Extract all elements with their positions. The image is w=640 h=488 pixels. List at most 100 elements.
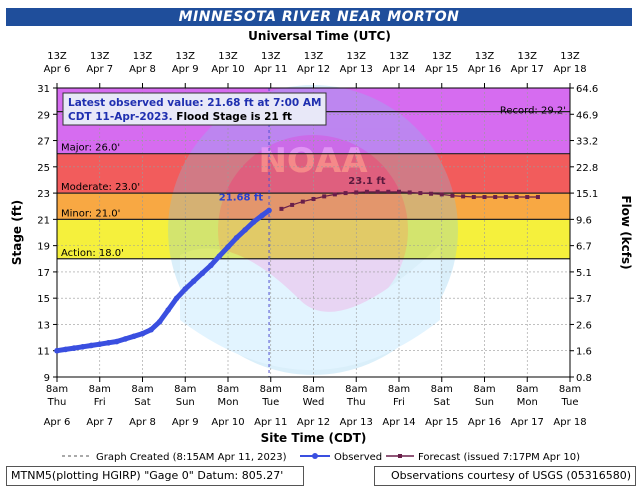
forecast-point xyxy=(418,191,423,196)
top-tick-label: 13Z xyxy=(133,51,153,62)
y-tick-label: 15 xyxy=(37,294,50,305)
bottom-tick-time: 8am xyxy=(388,384,410,395)
right-tick-label: 2.6 xyxy=(576,320,592,331)
top-axis-title: Universal Time (UTC) xyxy=(248,29,391,43)
info-line-2: CDT 11-Apr-2023. Flood Stage is 21 ft xyxy=(68,111,292,123)
bottom-tick-date: Apr 14 xyxy=(382,417,415,428)
bottom-tick-date: Apr 8 xyxy=(129,417,156,428)
observed-point xyxy=(156,319,163,325)
bottom-tick-date: Apr 16 xyxy=(468,417,501,428)
observed-point xyxy=(225,244,231,250)
top-tick-label: Apr 16 xyxy=(468,64,501,75)
top-tick-label: 13Z xyxy=(175,51,195,62)
bottom-tick-day: Sun xyxy=(176,397,195,408)
forecast-point xyxy=(503,195,508,200)
top-tick-label: Apr 13 xyxy=(340,64,373,75)
observed-point xyxy=(173,295,180,301)
bottom-tick-time: 8am xyxy=(302,384,324,395)
right-tick-label: 22.8 xyxy=(576,163,598,174)
right-tick-label: 33.2 xyxy=(576,137,598,148)
observed-point xyxy=(148,326,154,333)
right-tick-label: 1.6 xyxy=(576,347,592,358)
right-tick-label: 6.7 xyxy=(576,242,592,253)
bottom-tick-date: Apr 15 xyxy=(425,417,458,428)
chart-axes: Universal Time (UTC) 13Z Apr 6 13Z Apr 7 13Z A… xyxy=(10,29,633,445)
forecast-point xyxy=(375,189,380,194)
top-tick-label: Apr 12 xyxy=(297,64,330,75)
right-tick-label: 46.9 xyxy=(576,110,598,121)
threshold-lines: Major: 26.0' Moderate: 23.0' Minor: 21.0' A… xyxy=(57,88,570,377)
top-tick-label: 13Z xyxy=(346,51,366,62)
right-tick-label: 5.1 xyxy=(576,268,592,279)
bottom-tick-time: 8am xyxy=(345,384,367,395)
forecast-point xyxy=(429,191,434,196)
observed-point xyxy=(122,336,129,342)
y-tick-label: 9 xyxy=(44,373,50,384)
y-tick-label: 31 xyxy=(37,84,50,95)
info-line-2-flood: Flood Stage is 21 ft xyxy=(173,111,292,123)
legend-forecast-label: Forecast (issued 7:17PM Apr 10) xyxy=(418,452,580,463)
legend-observed-marker xyxy=(312,453,318,459)
forecast-point xyxy=(535,195,540,200)
forecast-point xyxy=(279,206,284,211)
bottom-tick-day: Tue xyxy=(261,397,279,408)
forecast-point xyxy=(354,190,359,195)
bottom-tick-day: Thu xyxy=(346,397,366,408)
observed-point xyxy=(233,234,240,241)
top-tick-label: 13Z xyxy=(47,51,67,62)
top-tick-label: 13Z xyxy=(218,51,238,62)
bottom-tick-date: Apr 10 xyxy=(211,417,244,428)
bottom-tick-time: 8am xyxy=(473,384,495,395)
y-tick-label: 29 xyxy=(37,110,50,121)
watermark-wave xyxy=(180,245,440,370)
bottom-tick-day: Mon xyxy=(217,397,238,408)
y-tick-label: 21 xyxy=(37,215,50,226)
top-tick-label: 13Z xyxy=(261,51,281,62)
legend-forecast-marker xyxy=(398,454,402,458)
bottom-tick-time: 8am xyxy=(174,384,196,395)
watermark-disc xyxy=(168,85,458,375)
noaa-watermark: NOAA xyxy=(168,85,458,375)
top-tick-label: Apr 9 xyxy=(172,64,199,75)
forecast-point xyxy=(311,197,316,202)
right-tick-label: 15.1 xyxy=(576,189,598,200)
forecast-point xyxy=(471,195,476,200)
bottom-tick-time: 8am xyxy=(89,384,111,395)
top-tick-label: Apr 15 xyxy=(425,64,458,75)
top-tick-label: 13Z xyxy=(517,51,537,62)
bottom-tick-day: Mon xyxy=(517,397,538,408)
forecast-point xyxy=(364,189,369,194)
top-tick-label: 13Z xyxy=(304,51,324,62)
bottom-tick-day: Thu xyxy=(47,397,67,408)
bottom-tick-day: Fri xyxy=(393,397,405,408)
observed-point xyxy=(54,347,60,354)
observed-point xyxy=(105,340,112,346)
forecast-point xyxy=(397,189,401,194)
bottom-tick-date: Apr 18 xyxy=(553,417,586,428)
top-tick-label: Apr 8 xyxy=(129,64,156,75)
bottom-tick-day: Wed xyxy=(303,397,325,408)
observed-point xyxy=(96,341,103,347)
y-tick-label: 23 xyxy=(37,189,50,200)
y-tick-label: 19 xyxy=(37,242,50,253)
observed-point xyxy=(199,270,206,277)
forecast-point xyxy=(439,192,444,197)
x-axis-label: Site Time (CDT) xyxy=(261,431,367,445)
observed-point xyxy=(191,278,197,284)
info-box-bg xyxy=(62,92,327,126)
chart-legend: Graph Created (8:15AM Apr 11, 2023) Obser… xyxy=(62,452,580,463)
right-tick-label: 64.6 xyxy=(576,84,598,95)
footer-credit: Observations courtesy of USGS (05316580) xyxy=(374,466,636,486)
forecast-point xyxy=(482,195,487,200)
forecast-point xyxy=(514,195,519,200)
forecast-point xyxy=(290,202,295,207)
legend-observed-label: Observed xyxy=(334,452,382,463)
observed-point xyxy=(165,307,171,313)
bottom-tick-day: Tue xyxy=(560,397,578,408)
top-tick-label: Apr 10 xyxy=(211,64,244,75)
forecast-peak-label: 23.1 ft xyxy=(348,176,386,187)
threshold-label: Moderate: 23.0' xyxy=(61,182,140,193)
observed-point xyxy=(88,342,94,349)
bottom-tick-time: 8am xyxy=(217,384,239,395)
